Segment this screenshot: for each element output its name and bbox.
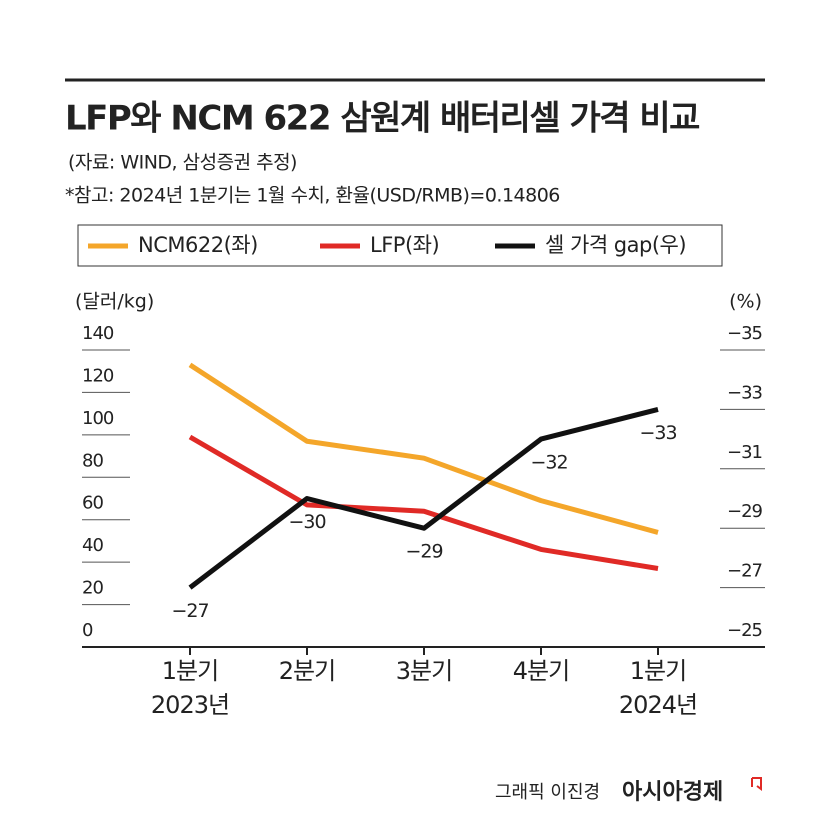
data-label: −27 [171, 600, 208, 622]
logo-icon [751, 777, 762, 791]
x-tick-label: 4분기 [513, 657, 569, 685]
x-tick-label: 2분기 [279, 657, 335, 685]
line-series [188, 406, 659, 590]
y2-tick-label: −27 [727, 561, 762, 582]
credit: 그래픽 이진경 [495, 782, 600, 803]
line-series [188, 362, 659, 535]
y2-tick-label: −25 [727, 620, 762, 641]
y-axis-label: (달러/kg) [75, 291, 154, 313]
data-label: −33 [639, 422, 676, 444]
data-label: −30 [288, 511, 325, 533]
y2-tick-label: −33 [727, 382, 763, 403]
legend-label: LFP(좌) [370, 233, 439, 257]
y-tick-label: 100 [82, 408, 114, 429]
line-series [188, 434, 659, 571]
subtitle: (자료: WIND, 삼성증권 추정) [68, 152, 297, 174]
y-tick-label: 140 [82, 323, 114, 344]
note: *참고: 2024년 1분기는 1월 수치, 환율(USD/RMB)=0.148… [65, 185, 560, 207]
legend-label: 셀 가격 gap(우) [545, 233, 686, 257]
x-tick-label: 1분기 2024년 [619, 657, 697, 719]
legend-box [77, 224, 723, 267]
y-tick-label: 120 [82, 365, 114, 386]
x-tick-label: 3분기 [396, 657, 452, 685]
y2-tick-label: −31 [727, 442, 762, 463]
x-tick-label: 1분기 2023년 [151, 657, 229, 719]
data-label: −32 [530, 452, 567, 474]
y-tick-label: 40 [82, 535, 103, 556]
y-tick-label: 80 [82, 450, 103, 471]
y2-axis-label: (%) [729, 291, 762, 313]
legend-label: NCM622(좌) [138, 233, 258, 257]
y-tick-label: 60 [82, 493, 103, 514]
publisher: 아시아경제 [622, 780, 723, 805]
y2-tick-label: −29 [727, 501, 763, 522]
chart-title: LFP와 NCM 622 삼원계 배터리셀 가격 비교 [65, 99, 700, 139]
y2-tick-label: −35 [727, 323, 762, 344]
y-tick-label: 0 [82, 620, 93, 641]
y-tick-label: 20 [82, 578, 103, 599]
data-label: −29 [405, 541, 442, 563]
